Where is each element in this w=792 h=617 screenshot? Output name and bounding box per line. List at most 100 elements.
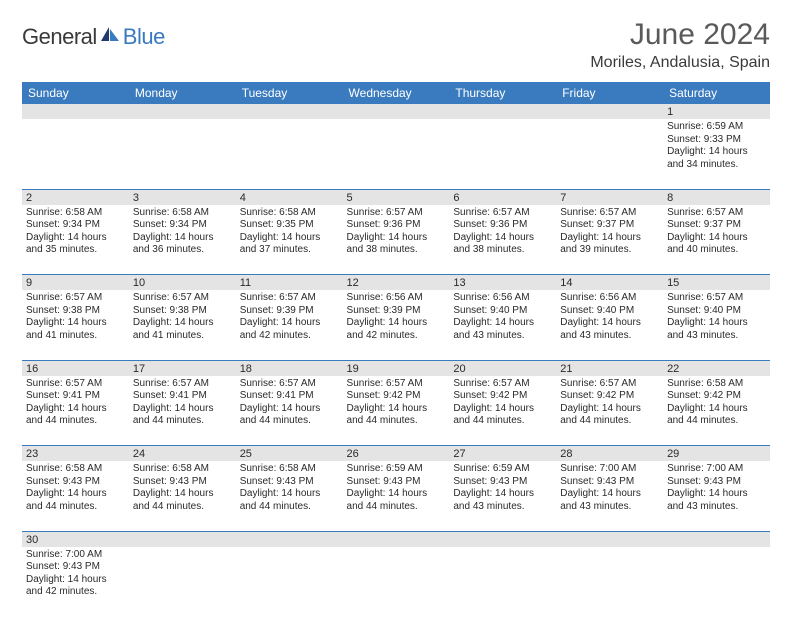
empty-day-number — [663, 531, 770, 547]
sunrise-text: Sunrise: 7:00 AM — [26, 549, 125, 562]
daylight-text: Daylight: 14 hours — [240, 403, 339, 416]
day-number: 15 — [663, 275, 770, 291]
daylight-text: Daylight: 14 hours — [667, 403, 766, 416]
sunrise-text: Sunrise: 6:58 AM — [26, 207, 125, 220]
empty-day-number — [343, 104, 450, 119]
sunrise-text: Sunrise: 6:57 AM — [453, 378, 552, 391]
sunrise-text: Sunrise: 7:00 AM — [667, 463, 766, 476]
logo: General Blue — [22, 24, 165, 50]
empty-day-number — [236, 104, 343, 119]
day-cell: Sunrise: 6:57 AMSunset: 9:38 PMDaylight:… — [129, 290, 236, 360]
day-number: 13 — [449, 275, 556, 291]
day-number: 25 — [236, 446, 343, 462]
sunset-text: Sunset: 9:43 PM — [240, 476, 339, 489]
empty-day-cell — [556, 119, 663, 189]
sunset-text: Sunset: 9:39 PM — [347, 305, 446, 318]
sunrise-text: Sunrise: 6:59 AM — [667, 121, 766, 134]
empty-day-number — [343, 531, 450, 547]
day-number: 9 — [22, 275, 129, 291]
day-number-row: 16171819202122 — [22, 360, 770, 376]
sunrise-text: Sunrise: 6:57 AM — [560, 378, 659, 391]
sunset-text: Sunset: 9:34 PM — [133, 219, 232, 232]
empty-day-cell — [663, 547, 770, 617]
day-number: 14 — [556, 275, 663, 291]
daylight-text: Daylight: 14 hours — [26, 488, 125, 501]
sunset-text: Sunset: 9:41 PM — [240, 390, 339, 403]
empty-day-cell — [343, 119, 450, 189]
day-cell: Sunrise: 6:57 AMSunset: 9:36 PMDaylight:… — [449, 205, 556, 275]
daylight-text-2: and 42 minutes. — [347, 330, 446, 343]
daylight-text-2: and 37 minutes. — [240, 244, 339, 257]
daylight-text: Daylight: 14 hours — [240, 317, 339, 330]
day-cell: Sunrise: 6:58 AMSunset: 9:42 PMDaylight:… — [663, 376, 770, 446]
day-number-row: 9101112131415 — [22, 275, 770, 291]
day-cell: Sunrise: 6:57 AMSunset: 9:38 PMDaylight:… — [22, 290, 129, 360]
daylight-text-2: and 44 minutes. — [133, 501, 232, 514]
day-number: 26 — [343, 446, 450, 462]
empty-day-number — [129, 104, 236, 119]
day-header: Wednesday — [343, 82, 450, 104]
sunset-text: Sunset: 9:36 PM — [453, 219, 552, 232]
day-number: 6 — [449, 189, 556, 205]
sunset-text: Sunset: 9:42 PM — [667, 390, 766, 403]
daylight-text: Daylight: 14 hours — [560, 488, 659, 501]
day-number: 1 — [663, 104, 770, 119]
daylight-text: Daylight: 14 hours — [560, 232, 659, 245]
sunset-text: Sunset: 9:43 PM — [347, 476, 446, 489]
empty-day-number — [449, 104, 556, 119]
daylight-text: Daylight: 14 hours — [667, 146, 766, 159]
sunrise-text: Sunrise: 6:57 AM — [347, 207, 446, 220]
day-cell: Sunrise: 6:59 AMSunset: 9:43 PMDaylight:… — [449, 461, 556, 531]
daylight-text-2: and 43 minutes. — [560, 330, 659, 343]
daylight-text-2: and 39 minutes. — [560, 244, 659, 257]
day-number: 18 — [236, 360, 343, 376]
day-content-row: Sunrise: 7:00 AMSunset: 9:43 PMDaylight:… — [22, 547, 770, 617]
daylight-text-2: and 44 minutes. — [26, 501, 125, 514]
daylight-text-2: and 43 minutes. — [453, 501, 552, 514]
day-cell: Sunrise: 6:59 AMSunset: 9:43 PMDaylight:… — [343, 461, 450, 531]
day-content-row: Sunrise: 6:57 AMSunset: 9:41 PMDaylight:… — [22, 376, 770, 446]
sunrise-text: Sunrise: 6:58 AM — [133, 207, 232, 220]
sunrise-text: Sunrise: 6:57 AM — [26, 292, 125, 305]
day-content-row: Sunrise: 6:58 AMSunset: 9:34 PMDaylight:… — [22, 205, 770, 275]
day-cell: Sunrise: 6:57 AMSunset: 9:42 PMDaylight:… — [556, 376, 663, 446]
day-number: 21 — [556, 360, 663, 376]
day-number: 8 — [663, 189, 770, 205]
sunset-text: Sunset: 9:42 PM — [560, 390, 659, 403]
sunset-text: Sunset: 9:38 PM — [133, 305, 232, 318]
daylight-text: Daylight: 14 hours — [347, 232, 446, 245]
empty-day-cell — [236, 547, 343, 617]
sunset-text: Sunset: 9:37 PM — [560, 219, 659, 232]
daylight-text-2: and 43 minutes. — [667, 501, 766, 514]
daylight-text-2: and 42 minutes. — [26, 586, 125, 599]
sunrise-text: Sunrise: 6:58 AM — [26, 463, 125, 476]
sunset-text: Sunset: 9:36 PM — [347, 219, 446, 232]
sunset-text: Sunset: 9:33 PM — [667, 134, 766, 147]
daylight-text: Daylight: 14 hours — [240, 232, 339, 245]
day-number: 5 — [343, 189, 450, 205]
daylight-text-2: and 40 minutes. — [667, 244, 766, 257]
day-number: 7 — [556, 189, 663, 205]
sunset-text: Sunset: 9:41 PM — [133, 390, 232, 403]
daylight-text: Daylight: 14 hours — [133, 488, 232, 501]
daylight-text-2: and 44 minutes. — [240, 501, 339, 514]
empty-day-number — [22, 104, 129, 119]
sunrise-text: Sunrise: 6:56 AM — [453, 292, 552, 305]
daylight-text-2: and 43 minutes. — [560, 501, 659, 514]
day-number: 16 — [22, 360, 129, 376]
sunset-text: Sunset: 9:41 PM — [26, 390, 125, 403]
empty-day-number — [556, 531, 663, 547]
daylight-text-2: and 41 minutes. — [26, 330, 125, 343]
sunrise-text: Sunrise: 6:58 AM — [240, 207, 339, 220]
day-number: 10 — [129, 275, 236, 291]
day-number: 4 — [236, 189, 343, 205]
sunrise-text: Sunrise: 6:59 AM — [347, 463, 446, 476]
day-content-row: Sunrise: 6:57 AMSunset: 9:38 PMDaylight:… — [22, 290, 770, 360]
sunrise-text: Sunrise: 6:57 AM — [347, 378, 446, 391]
sunset-text: Sunset: 9:43 PM — [26, 561, 125, 574]
sunrise-text: Sunrise: 6:57 AM — [133, 292, 232, 305]
sunrise-text: Sunrise: 6:57 AM — [667, 207, 766, 220]
day-cell: Sunrise: 6:58 AMSunset: 9:35 PMDaylight:… — [236, 205, 343, 275]
daylight-text-2: and 36 minutes. — [133, 244, 232, 257]
sunrise-text: Sunrise: 6:56 AM — [347, 292, 446, 305]
